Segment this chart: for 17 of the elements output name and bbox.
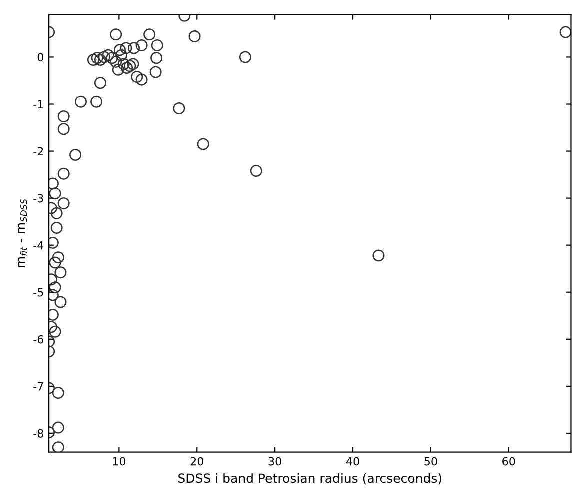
x-tick-label: 20 (190, 457, 204, 466)
y-tick-label: -7 (34, 382, 44, 391)
y-tick-label: -5 (34, 288, 44, 297)
x-tick-label: 30 (268, 457, 282, 466)
y-tick-label: -2 (34, 147, 44, 156)
y-axis-title: m$_{fit}$ - m$_{SDSS}$ (18, 199, 28, 268)
y-tick-label: -1 (34, 100, 44, 108)
y-tick-label: -6 (34, 335, 44, 344)
x-tick-label: 60 (502, 457, 516, 466)
x-axis-title: SDSS i band Petrosian radius (arcseconds) (178, 473, 442, 485)
y-tick-label: -8 (34, 429, 44, 438)
y-tick-label: -4 (34, 241, 44, 250)
y-tick-label: 0 (38, 53, 44, 62)
y-tick-label: -3 (34, 194, 44, 203)
x-tick-label: 10 (113, 457, 126, 466)
x-tick-label: 40 (346, 457, 360, 466)
x-tick-label: 50 (424, 457, 438, 466)
